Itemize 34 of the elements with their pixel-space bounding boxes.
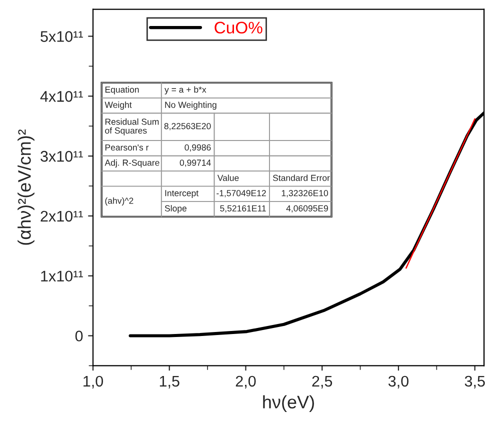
x-tick-label: 2,5 (312, 376, 332, 388)
annotation: 0,9986 (184, 144, 211, 152)
annotation: Adj. R-Square (104, 159, 160, 168)
annotation: Value (217, 174, 239, 182)
x-tick-label: 1,0 (84, 376, 104, 388)
annotation: (ahv)^2 (105, 197, 134, 206)
y-tick-label: 4x10¹¹ (40, 91, 83, 102)
annotation: 8,22563E20 (164, 123, 211, 130)
annotation: -1,57049E12 (216, 190, 266, 198)
annotation: 5,52161E11 (220, 205, 266, 212)
annotation: 4,06095E9 (286, 205, 328, 212)
annotation: 0,99714 (180, 160, 211, 167)
x-axis-title: hν(eV) (263, 395, 314, 412)
annotation: Equation (105, 86, 139, 94)
annotation: Intercept (165, 190, 198, 198)
annotation: Weight (104, 101, 132, 110)
x-tick-label: 1,5 (160, 376, 180, 388)
annotation: No Weighting (165, 101, 216, 110)
annotation: Standard Error (272, 174, 330, 182)
x-tick-label: 2,0 (236, 376, 256, 388)
annotation: 1,32326E10 (282, 190, 328, 198)
annotation: Pearson's r (105, 144, 149, 151)
annotation: Slope (164, 205, 186, 214)
x-tick-label: 3,0 (388, 376, 408, 388)
x-tick-label: 3,5 (464, 376, 485, 388)
y-tick-label: 3x10¹¹ (40, 150, 83, 162)
legend-label: CuO% (214, 22, 262, 34)
y-tick-label: 5x10¹¹ (40, 31, 83, 42)
y-axis-title: (αhν)²(eV/cm)² (18, 129, 34, 245)
y-tick-label: 1x10¹¹ (41, 270, 83, 282)
y-tick-label: 2x10¹¹ (40, 210, 83, 222)
annotation: y = a + b*x (164, 86, 206, 94)
annotation: Residual Sum of Squares (105, 118, 159, 136)
y-tick-label: 0 (75, 330, 83, 342)
